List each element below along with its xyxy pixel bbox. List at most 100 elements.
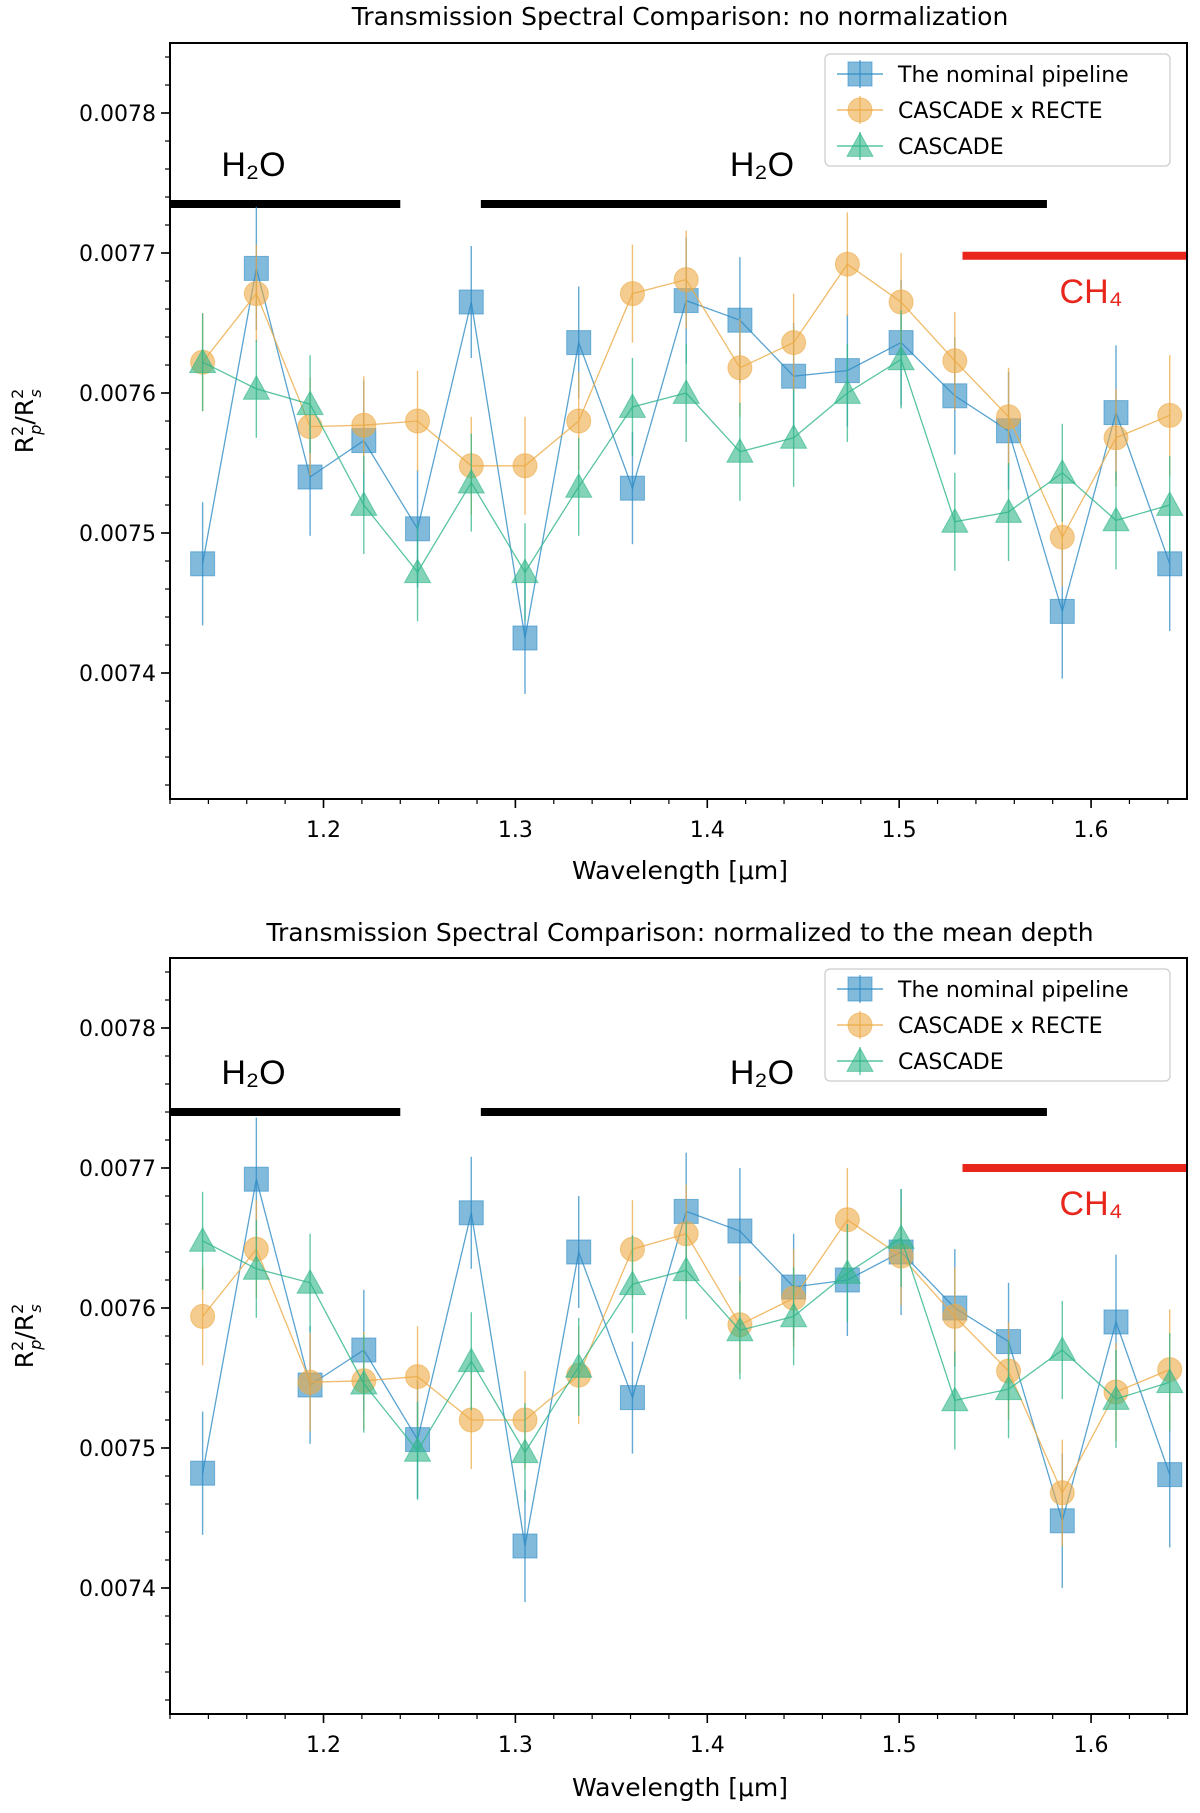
data-point — [188, 1226, 217, 1252]
data-point — [512, 625, 538, 651]
data-point — [351, 412, 377, 438]
data-point — [511, 1438, 539, 1464]
data-point — [349, 1369, 378, 1395]
data-point — [727, 355, 753, 381]
data-point — [727, 1218, 753, 1244]
data-point — [458, 1200, 484, 1226]
y-axis-label-part: p — [26, 1340, 45, 1351]
data-point — [243, 1166, 269, 1192]
data-point — [726, 437, 754, 463]
data-point — [242, 374, 271, 400]
data-point — [243, 281, 269, 307]
data-point — [566, 1239, 592, 1265]
data-point — [566, 330, 592, 356]
y-axis-label-text: R2p/R2s — [8, 1304, 45, 1369]
data-point — [1049, 598, 1075, 624]
y-tick-label: 0.0076 — [79, 1297, 156, 1322]
y-axis-label-part: 2 — [8, 1304, 27, 1314]
data-point — [994, 1375, 1023, 1401]
y-tick-label: 0.0074 — [79, 1577, 156, 1602]
legend-marker — [847, 97, 873, 123]
feature-label: H₂O — [221, 146, 285, 184]
data-point — [779, 423, 808, 449]
legend-marker — [847, 976, 873, 1002]
x-tick-label: 1.5 — [882, 818, 917, 843]
data-point — [940, 1386, 969, 1412]
y-tick-label: 0.0076 — [79, 382, 156, 407]
data-point — [1102, 506, 1130, 532]
data-point — [1155, 1368, 1184, 1394]
legend-marker — [846, 131, 874, 157]
x-tick-label: 1.2 — [306, 1733, 341, 1758]
data-point — [296, 390, 324, 416]
data-point — [1048, 458, 1077, 484]
data-point — [619, 281, 645, 307]
chart-title: Transmission Spectral Comparison: no nor… — [351, 2, 1009, 31]
data-point — [942, 348, 968, 374]
data-point — [457, 1347, 486, 1373]
legend-marker — [847, 1012, 873, 1038]
y-axis-label-part: R — [10, 1351, 39, 1368]
y-axis-label: R2p/R2s — [8, 1304, 45, 1369]
data-point — [188, 348, 217, 374]
plot-area: 0.0074 0.0075 0.0076 0.0077 0.0078 1.2 1.3 1.4 1… — [79, 42, 1188, 843]
y-tick-label: 0.0078 — [79, 102, 156, 127]
legend-marker — [847, 61, 873, 87]
legend-entry: CASCADE — [898, 135, 1004, 160]
data-point — [1155, 490, 1184, 516]
feature-label: H₂O — [730, 146, 794, 184]
data-point — [673, 267, 699, 293]
y-axis-label-text: R2p/R2s — [8, 389, 45, 454]
data-point — [619, 1385, 645, 1411]
y-axis-label-part: s — [26, 389, 45, 397]
x-tick-label: 1.3 — [498, 1733, 533, 1758]
data-point — [349, 490, 378, 516]
data-point — [887, 1223, 915, 1249]
legend-entry: CASCADE x RECTE — [898, 1014, 1103, 1039]
panel-no-normalization: Transmission Spectral Comparison: no nor… — [8, 2, 1188, 885]
y-axis-label: R2p/R2s — [8, 389, 45, 454]
legend-entry: The nominal pipeline — [897, 978, 1129, 1003]
legend-box — [824, 53, 1171, 167]
y-axis-label-part: s — [26, 1304, 45, 1312]
feature-label: H₂O — [221, 1054, 285, 1092]
major-ticks — [161, 112, 1092, 808]
data-point — [996, 404, 1022, 430]
data-point — [1048, 1335, 1077, 1361]
feature-label: CH₄ — [1060, 1185, 1123, 1223]
data-point — [779, 1302, 808, 1328]
data-point — [511, 558, 539, 584]
x-tick-label: 1.3 — [498, 818, 533, 843]
data-point — [190, 1303, 216, 1329]
data-point — [458, 1407, 484, 1433]
data-point — [834, 251, 860, 277]
y-tick-label: 0.0075 — [79, 522, 156, 547]
data-point — [672, 1256, 701, 1282]
x-axis-label: Wavelength [μm] — [572, 1773, 788, 1802]
legend-marker — [846, 1046, 874, 1072]
data-point — [296, 1268, 324, 1294]
y-axis-label-part: /R — [10, 1314, 39, 1340]
data-point — [618, 1270, 647, 1296]
y-tick-label: 0.0074 — [79, 662, 156, 687]
feature-label: CH₄ — [1060, 273, 1123, 311]
y-axis-label-part: 2 — [8, 1341, 27, 1351]
y-tick-label: 0.0077 — [79, 1157, 156, 1182]
data-point — [297, 1369, 323, 1395]
legend-entry: CASCADE — [898, 1050, 1004, 1075]
data-point — [833, 1258, 862, 1284]
data-point — [618, 392, 647, 418]
panel-normalized: Transmission Spectral Comparison: normal… — [8, 918, 1188, 1802]
data-point — [994, 497, 1023, 523]
data-point — [1157, 402, 1183, 428]
data-point — [405, 1364, 431, 1390]
plot-frame — [169, 42, 1188, 800]
data-point — [403, 1436, 432, 1462]
data-point — [833, 378, 862, 404]
data-point — [1049, 1480, 1075, 1506]
data-point — [566, 408, 592, 434]
major-ticks — [161, 1027, 1092, 1723]
legend: The nominal pipeline CASCADE x RECTE CASCA… — [824, 53, 1171, 167]
data-point — [1157, 1462, 1183, 1488]
data-point — [1103, 1309, 1129, 1335]
